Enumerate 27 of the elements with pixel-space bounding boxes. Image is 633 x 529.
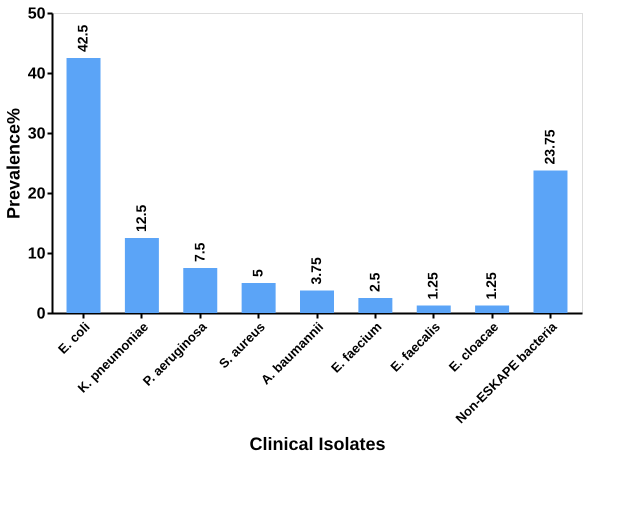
data-label: 5: [250, 269, 266, 277]
bar: [66, 58, 101, 313]
bar: [300, 290, 334, 313]
y-tick-label: 30: [28, 126, 46, 142]
bar: [124, 238, 159, 313]
bar: [183, 268, 218, 313]
data-label: 2.5: [366, 272, 382, 292]
data-label: 1.25: [424, 272, 441, 300]
bar: [533, 170, 568, 313]
x-tick-label: E. coli: [55, 319, 93, 357]
y-axis-title: Prevalence%: [4, 108, 24, 220]
bar: [358, 298, 392, 313]
x-axis-title: Clinical Isolates: [249, 434, 386, 454]
bar: [475, 306, 510, 313]
y-tick-label: 40: [28, 66, 46, 82]
y-tick-label: 10: [28, 246, 46, 262]
data-label: 42.5: [74, 24, 91, 52]
bar: [242, 283, 276, 313]
data-label: 1.25: [483, 272, 500, 300]
data-label: 23.75: [541, 129, 558, 164]
y-tick-label: 50: [28, 6, 46, 22]
data-label: 7.5: [191, 242, 208, 262]
data-label: 3.75: [308, 257, 324, 284]
y-tick-label: 20: [28, 186, 46, 202]
y-tick-label: 0: [36, 306, 46, 322]
bar: [416, 306, 451, 313]
data-label: 12.5: [132, 204, 149, 232]
